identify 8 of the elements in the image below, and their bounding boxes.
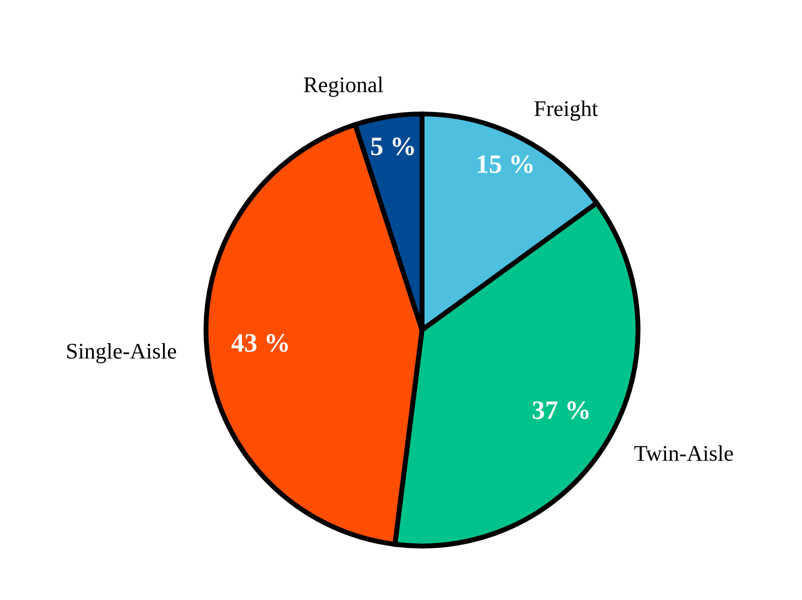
data-label: 15 % <box>478 155 533 174</box>
slice-label: Freight <box>534 100 598 121</box>
data-label: 43 % <box>231 334 288 352</box>
slice-label: Twin-Aisle <box>634 445 733 461</box>
data-label: 37 % <box>532 401 589 420</box>
slice-label: Single-Aisle <box>67 343 176 364</box>
slice-label: Regional <box>304 76 384 97</box>
data-label: 5 % <box>371 137 414 156</box>
